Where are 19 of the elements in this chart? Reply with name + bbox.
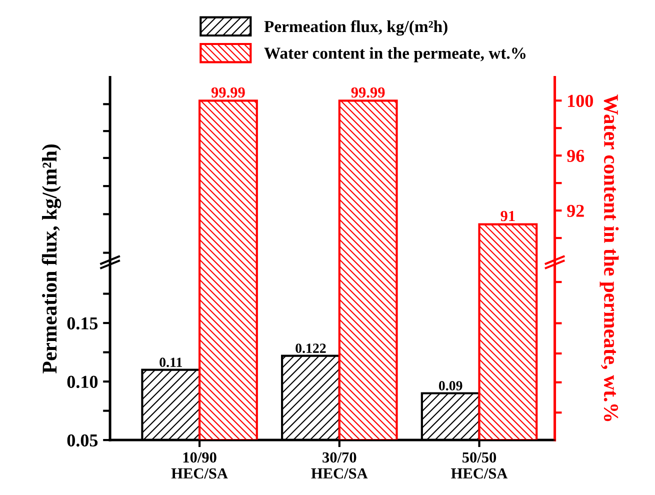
y2-tick-label: 100 bbox=[568, 94, 593, 108]
data-label: 0.122 bbox=[296, 344, 326, 354]
legend-label: Water content in the permeate, wt.% bbox=[264, 47, 526, 62]
x-tick-label: 30/70 HEC/SA bbox=[311, 452, 368, 479]
y-tick-label: 0.10 bbox=[67, 376, 98, 388]
y2-tick-label: 92 bbox=[567, 204, 584, 217]
y2-tick-label: 96 bbox=[567, 150, 584, 162]
x-tick-label: 10/90 HEC/SA bbox=[171, 452, 228, 479]
y-tick-label: 0.15 bbox=[67, 317, 98, 330]
y2-axis-title: Water content in the permeate, wt.% bbox=[600, 94, 619, 422]
y-tick-label: 0.05 bbox=[67, 434, 98, 447]
data-label: 0.09 bbox=[438, 381, 462, 390]
y-axis-title: Permeation flux, kg/(m²h) bbox=[42, 144, 62, 374]
data-label: 99.99 bbox=[211, 87, 245, 98]
data-label: 99.99 bbox=[351, 87, 385, 98]
legend-label: Permeation flux, kg/(m²h) bbox=[264, 20, 448, 36]
data-label: 91 bbox=[500, 210, 515, 222]
data-label: 0.11 bbox=[160, 358, 182, 368]
x-tick-label: 50/50 HEC/SA bbox=[451, 452, 508, 479]
